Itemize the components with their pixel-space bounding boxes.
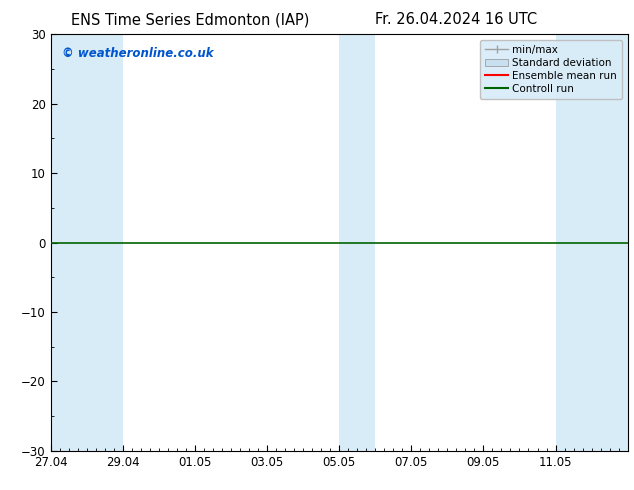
Text: © weatheronline.co.uk: © weatheronline.co.uk (62, 47, 214, 60)
Bar (51, 34, 123, 451)
Text: Fr. 26.04.2024 16 UTC: Fr. 26.04.2024 16 UTC (375, 12, 538, 27)
Bar (339, 34, 375, 451)
Text: ENS Time Series Edmonton (IAP): ENS Time Series Edmonton (IAP) (71, 12, 309, 27)
Legend: min/max, Standard deviation, Ensemble mean run, Controll run: min/max, Standard deviation, Ensemble me… (480, 40, 623, 99)
Bar (555, 34, 628, 451)
